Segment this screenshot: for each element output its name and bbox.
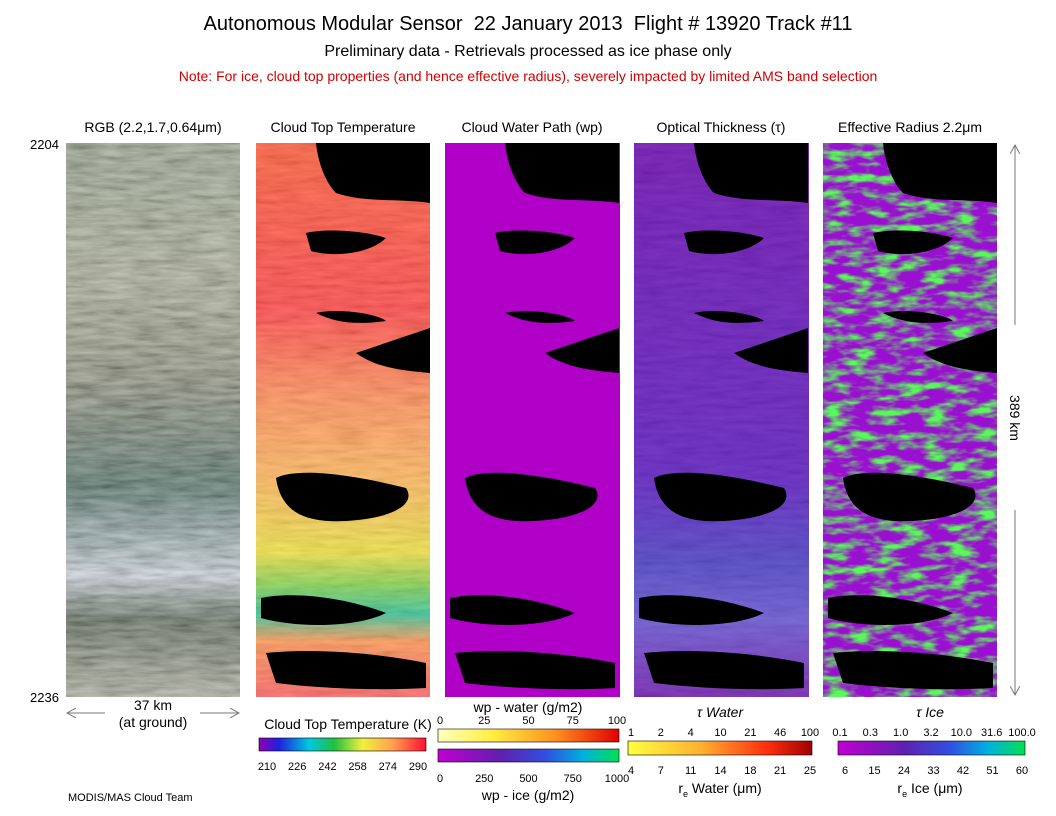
colorbar-tick-label: 258 [348, 761, 366, 773]
colorbar-tick-label: 33 [927, 765, 939, 777]
colorbar-tick-label: 100.0 [1008, 727, 1036, 739]
panel-title: Effective Radius 2.2μm [838, 119, 982, 135]
colorbar-tick-label: 0.3 [863, 727, 878, 739]
colorbar-tick-label: 51 [986, 765, 998, 777]
colorbar-tick-label: 24 [898, 765, 910, 777]
panel-re [823, 143, 997, 697]
colorbar [258, 737, 427, 752]
colorbar-tick-label: 7 [658, 765, 664, 777]
colorbar-tick-label: 3.2 [923, 727, 938, 739]
colorbar-tick-label: 31.6 [981, 727, 1002, 739]
panel-tau [634, 143, 809, 697]
credit: MODIS/MAS Cloud Team [68, 792, 193, 804]
colorbar-tick-label: 25 [804, 765, 816, 777]
colorbar-tick-label: 10 [714, 727, 726, 739]
colorbar-tick-label: 750 [564, 773, 582, 785]
colorbar-tick-label: 21 [774, 765, 786, 777]
panel-title: Cloud Water Path (wp) [461, 119, 602, 135]
colorbar-tick-label: 0.1 [832, 727, 847, 739]
colorbar-tick-label: 250 [475, 773, 493, 785]
colorbar-tick-label: 274 [379, 761, 397, 773]
panel-rgb [66, 143, 240, 697]
colorbar-tick-label: 60 [1016, 765, 1028, 777]
colorbar-tick-label: 242 [318, 761, 336, 773]
colorbar [627, 740, 813, 756]
title-part: e [683, 789, 688, 799]
swath-note: (at ground) [119, 714, 187, 730]
title: Autonomous Modular Sensor 22 January 201… [204, 13, 853, 35]
colorbar-tick-label: 75 [567, 715, 579, 727]
scan-start: 2204 [30, 137, 59, 152]
colorbar-tick-label: 1 [628, 727, 634, 739]
colorbar-title: τ Water [697, 704, 745, 720]
title-part: r [897, 780, 902, 796]
panel-title: RGB (2.2,1.7,0.64μm) [84, 119, 221, 135]
colorbar-tick-label: 15 [868, 765, 880, 777]
track-length: 389 km [1007, 395, 1023, 441]
colorbar-tick-label: 210 [258, 761, 276, 773]
colorbar [437, 728, 620, 743]
colorbar-tick-label: 10.0 [951, 727, 972, 739]
colorbar-tick-label: 290 [409, 761, 427, 773]
colorbar-tick-label: 6 [842, 765, 848, 777]
colorbar-title: re Water (μm) [678, 780, 761, 799]
panel-ctt [256, 143, 430, 697]
colorbar-tick-label: 50 [522, 715, 534, 727]
colorbar [437, 748, 620, 763]
colorbar-tick-label: 25 [478, 715, 490, 727]
colorbar-tick-label: 18 [744, 765, 756, 777]
colorbar-tick-label: 100 [608, 715, 626, 727]
colorbar-tick-label: 2 [658, 727, 664, 739]
scan-end: 2236 [30, 690, 59, 705]
title-part: Ice (μm) [907, 780, 963, 796]
colorbar-tick-label: 0 [437, 773, 443, 785]
colorbar [837, 740, 1026, 756]
colorbar-title: wp - water (g/m2) [473, 699, 583, 715]
colorbar-tick-label: 1.0 [893, 727, 908, 739]
colorbar-tick-label: 226 [288, 761, 306, 773]
panel-title: Optical Thickness (τ) [657, 119, 786, 135]
colorbar-tick-label: 21 [744, 727, 756, 739]
colorbar-title: Cloud Top Temperature (K) [264, 716, 432, 732]
panel-wp [445, 143, 620, 697]
note: Note: For ice, cloud top properties (and… [179, 68, 878, 84]
swath-width: 37 km [134, 697, 172, 713]
title-part: r [678, 780, 683, 796]
colorbar-tick-label: 46 [774, 727, 786, 739]
colorbar-tick-label: 100 [801, 727, 819, 739]
colorbar-tick-label: 0 [437, 715, 443, 727]
title-part: e [902, 789, 907, 799]
colorbar-tick-label: 14 [714, 765, 726, 777]
colorbar-title: τ Ice [916, 704, 944, 720]
colorbar-tick-label: 1000 [605, 773, 629, 785]
colorbar-tick-label: 4 [628, 765, 634, 777]
panel-title: Cloud Top Temperature [270, 119, 415, 135]
colorbar-tick-label: 11 [685, 765, 696, 777]
subtitle: Preliminary data - Retrievals processed … [324, 43, 731, 60]
colorbar-tick-label: 500 [519, 773, 537, 785]
colorbar-title: wp - ice (g/m2) [481, 787, 575, 803]
title-part: Water (μm) [688, 780, 762, 796]
colorbar-tick-label: 42 [957, 765, 969, 777]
colorbar-tick-label: 4 [688, 727, 694, 739]
colorbar-title: re Ice (μm) [897, 780, 962, 799]
